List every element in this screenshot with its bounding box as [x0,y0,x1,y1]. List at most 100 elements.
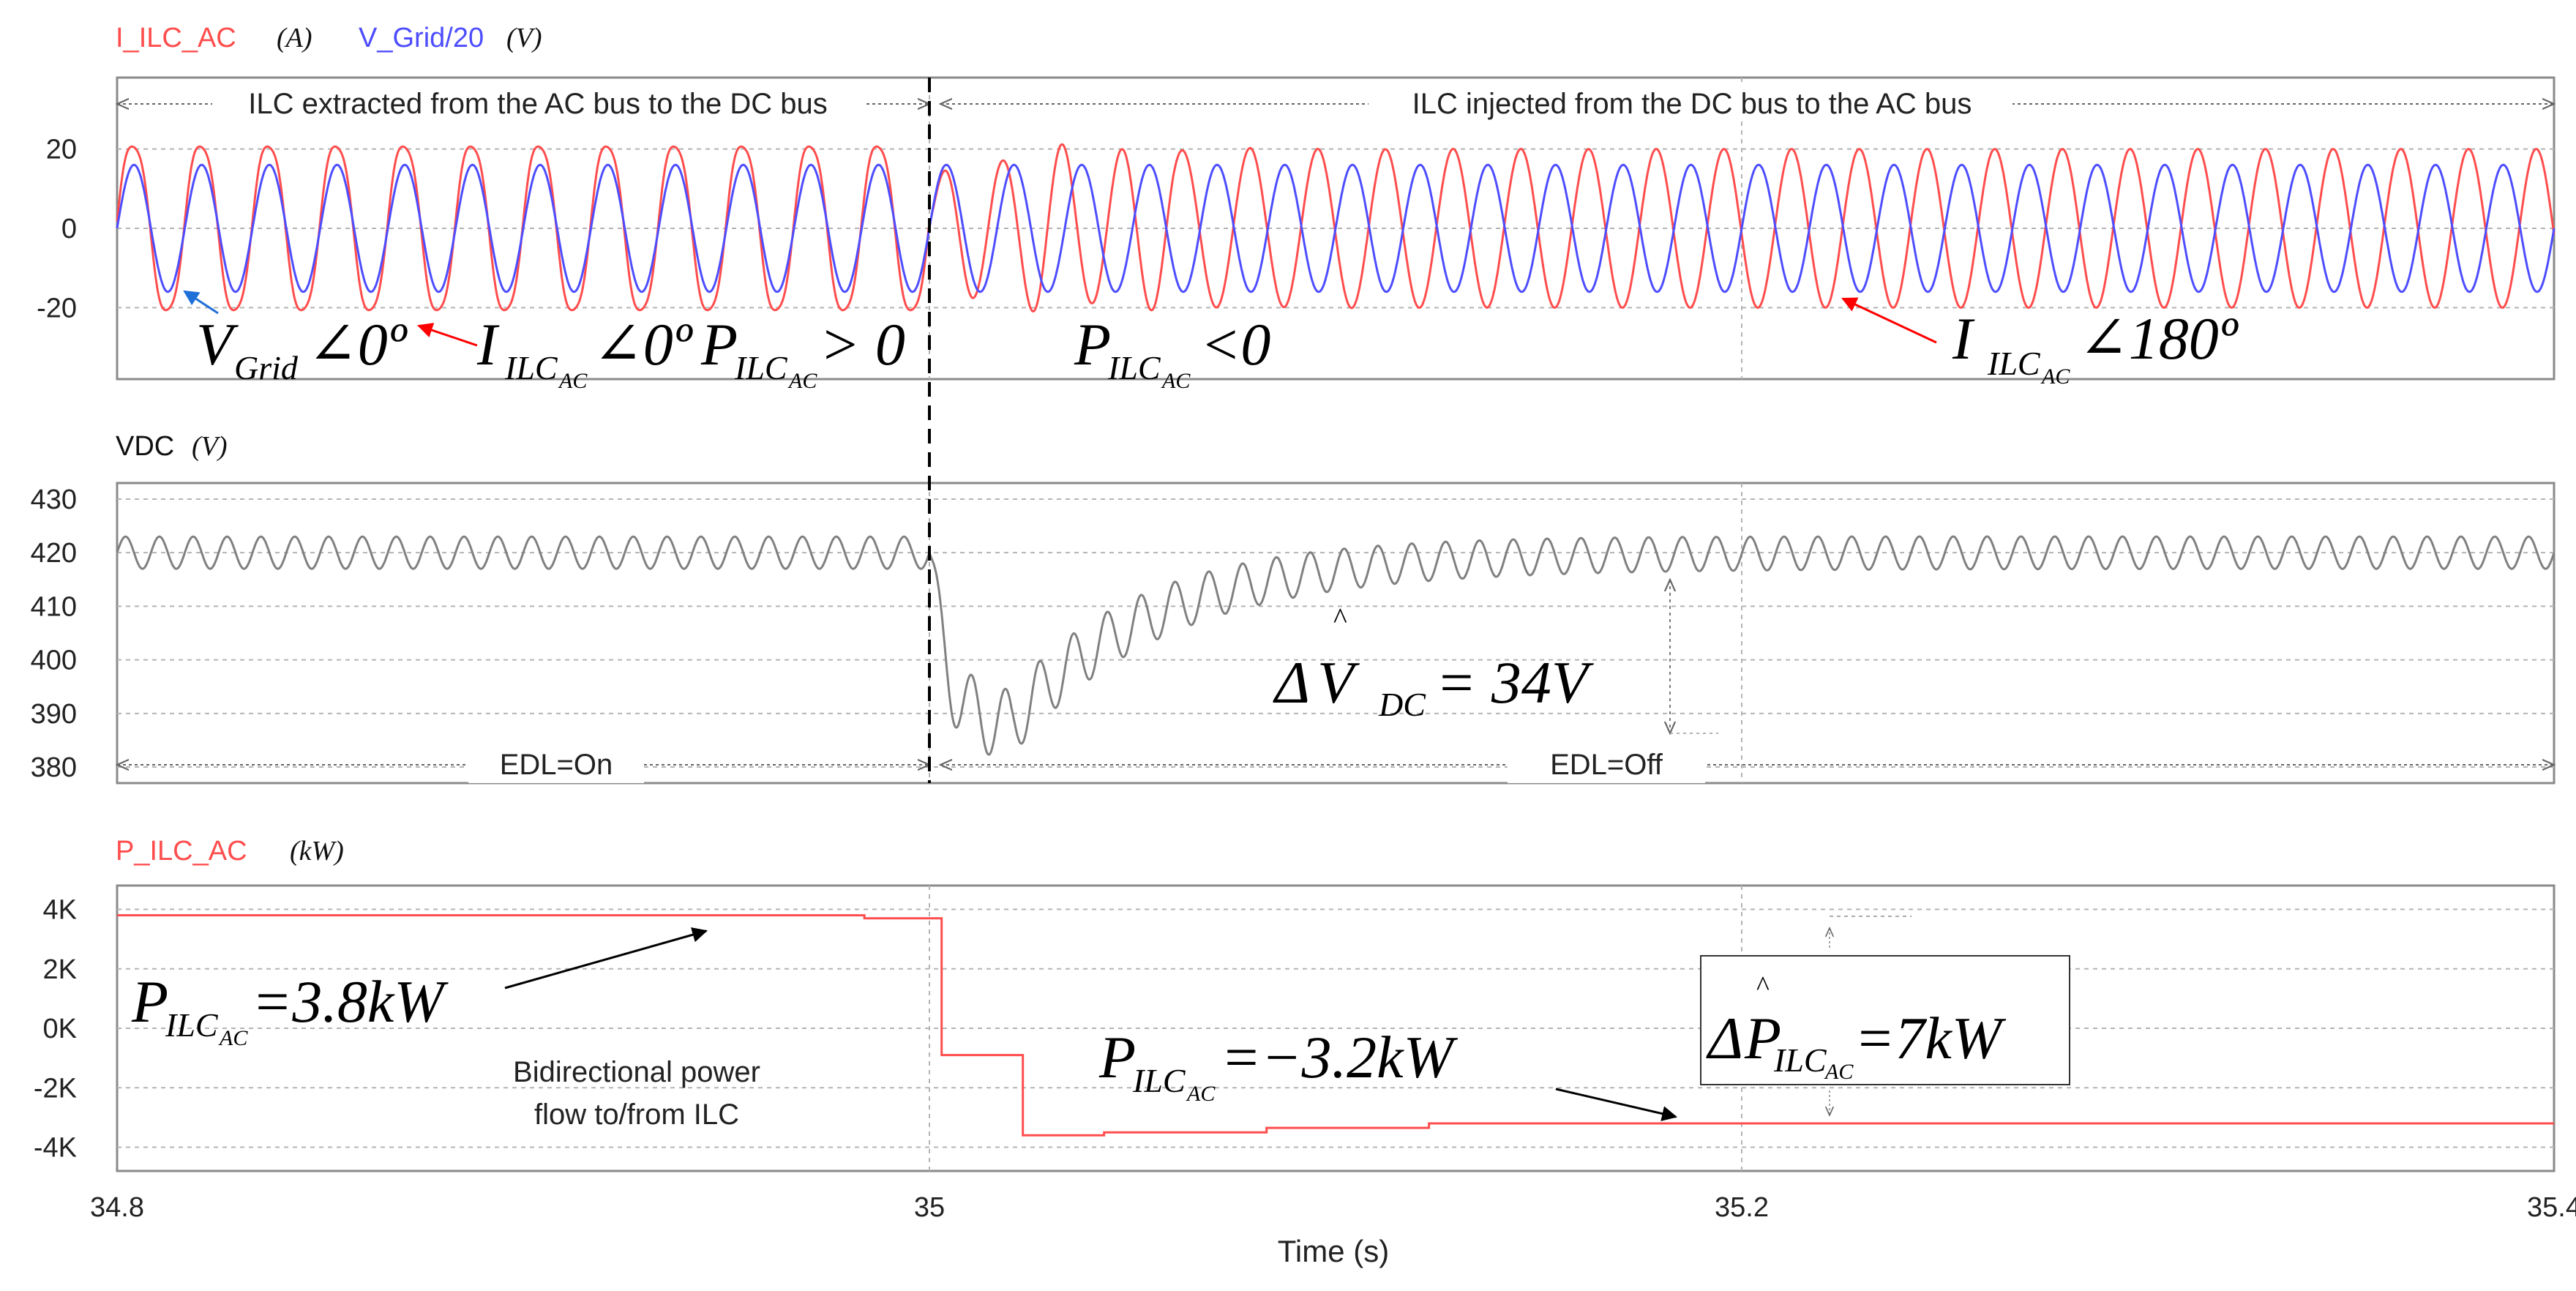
panel1-y-ticks: 20 0 -20 [37,135,77,324]
x-axis-label: Time (s) [1278,1234,1389,1268]
eq-iilc-subsub: AC [558,369,588,393]
y-tick-label: 0K [43,1014,77,1044]
eq-dv-hat: ^ [1333,602,1347,635]
y-tick-label: 20 [46,135,77,165]
eq-dv-delta: Δ [1273,649,1310,716]
eq-dp-sub: ILC [1773,1041,1827,1079]
eq-ppos-main: P [700,311,738,378]
series-p-ilc-ac [117,914,2554,1137]
panel3-note-line2: flow to/from ILC [534,1099,739,1131]
panel2-note-right-bg [1508,745,1705,783]
eq-p-32: P ILC AC =−3.2kW [1098,1024,1459,1106]
x-tick-label: 35.2 [1715,1192,1769,1223]
eq-dv-main: V [1317,649,1360,716]
panel1-title-current: I_ILC_AC [116,23,236,53]
eq-i180-main: I [1952,305,1975,372]
eq-ppos-subsub: AC [787,369,817,393]
panel2-note-edl-off: EDL=Off [1550,749,1663,781]
panel1-title-voltage: V_Grid/20 [359,23,484,53]
eq-p32-main: P [1098,1024,1136,1090]
eq-dp-rest: =7kW [1854,1005,2007,1071]
eq-iilc-main: I [476,311,500,378]
eq-pneg-main: P [1074,311,1111,378]
y-tick-label: -2K [34,1073,77,1104]
x-tick-label: 34.8 [90,1192,144,1223]
eq-p38-rest: =3.8kW [252,968,449,1035]
eq-dp-delta: Δ [1706,1005,1743,1071]
eq-pneg-rest: <0 [1200,311,1270,378]
y-tick-label: 380 [31,752,77,783]
panel2-title-vdc: VDC [116,431,174,462]
y-tick-label: 400 [31,646,77,676]
eq-dp-subsub: AC [1824,1060,1854,1084]
panel2-series [116,535,2556,756]
y-tick-label: -20 [37,293,77,323]
panel1-note-left: ILC extracted from the AC bus to the DC … [248,88,827,120]
y-tick-label: 420 [31,538,77,569]
y-tick-label: 0 [61,214,77,244]
panel1-title-unit-a: (A) [277,23,312,53]
eq-vgrid-sub: Grid [234,349,299,386]
panel1-note-right-bg [1368,86,2012,121]
series-v-grid [116,163,2556,293]
eq-p-38: P ILC AC =3.8kW [131,968,449,1050]
eq-pneg-sub: ILC [1107,349,1161,386]
eq-p-negative: P ILC AC <0 [1074,311,1270,393]
arrow-to-iilc [417,323,478,347]
panel1-note-right: ILC injected from the DC bus to the AC b… [1412,88,1972,120]
panel3-series [117,914,2554,1137]
panel2-y-ticks: 430 420 410 400 390 380 [31,484,77,783]
eq-vgrid-main: V [196,311,239,378]
arrow-to-p32 [1555,1088,1678,1121]
eq-i180-rest: ∠180º [2078,305,2239,372]
panel3-y-ticks: 4K 2K 0K -2K -4K [34,895,77,1164]
y-tick-label: -4K [34,1133,77,1164]
eq-p38-subsub: AC [218,1026,248,1050]
eq-dv-sub: DC [1378,686,1426,723]
panel3-note-line1: Bidirectional power [513,1056,760,1088]
panel-power: P_ILC_AC (kW) 4K 2K 0K -2K -4K P ILC AC =3.8… [34,836,2556,1172]
eq-dv-rest: = 34V [1436,649,1594,716]
eq-vgrid-rest: ∠0º [307,311,408,378]
eq-iilc-sub: ILC [504,349,558,386]
panel-current-voltage: I_ILC_AC (A) V_Grid/20 (V) 20 0 -20 ILC ex… [37,23,2554,393]
eq-delta-p: Δ P ^ ILC AC =7kW [1706,971,2007,1084]
x-tick-label: 35.4 [2527,1192,2576,1223]
panel1-title-unit-v: (V) [506,23,542,53]
eq-p32-rest: =−3.2kW [1221,1024,1459,1090]
x-tick-label: 35 [914,1192,945,1223]
eq-i180-sub: ILC [1987,345,2041,382]
y-tick-label: 410 [31,591,77,622]
eq-iilc-rest: ∠0º [593,311,693,378]
panel2-note-left-bg [468,745,644,783]
arrow-to-vgrid [183,290,219,315]
eq-delta-vdc: Δ V ^ DC = 34V [1273,602,1594,723]
delta-p-box [1700,955,2070,1085]
y-tick-label: 2K [43,954,77,985]
eq-ppos-rest: > 0 [820,311,905,378]
eq-i180-subsub: AC [2040,364,2070,389]
eq-vgrid-angle: V Grid ∠0º [196,311,408,386]
panel1-note-left-bg [212,86,864,121]
panel2-note-edl-on: EDL=On [500,749,613,781]
eq-iilc-180: I ILC AC ∠180º [1952,305,2239,389]
eq-iilc-angle: I ILC AC ∠0º [476,311,693,393]
eq-dp-hat: ^ [1756,971,1770,1002]
arrow-to-i180 [1841,297,1937,344]
panel1-series [116,143,2556,313]
panel3-title-power: P_ILC_AC [116,836,247,867]
series-vdc [116,535,2556,756]
panel3-title-unit: (kW) [290,836,344,867]
y-tick-label: 390 [31,699,77,730]
eq-ppos-sub: ILC [734,349,788,386]
eq-pneg-subsub: AC [1161,369,1191,393]
eq-dp-main: P [1744,1005,1781,1071]
panel2-frame [116,482,2556,785]
eq-p-positive: P ILC AC > 0 [700,311,905,393]
y-tick-label: 430 [31,484,77,515]
y-tick-label: 4K [43,895,77,926]
arrow-to-p38 [504,927,708,989]
eq-p32-subsub: AC [1186,1082,1216,1106]
